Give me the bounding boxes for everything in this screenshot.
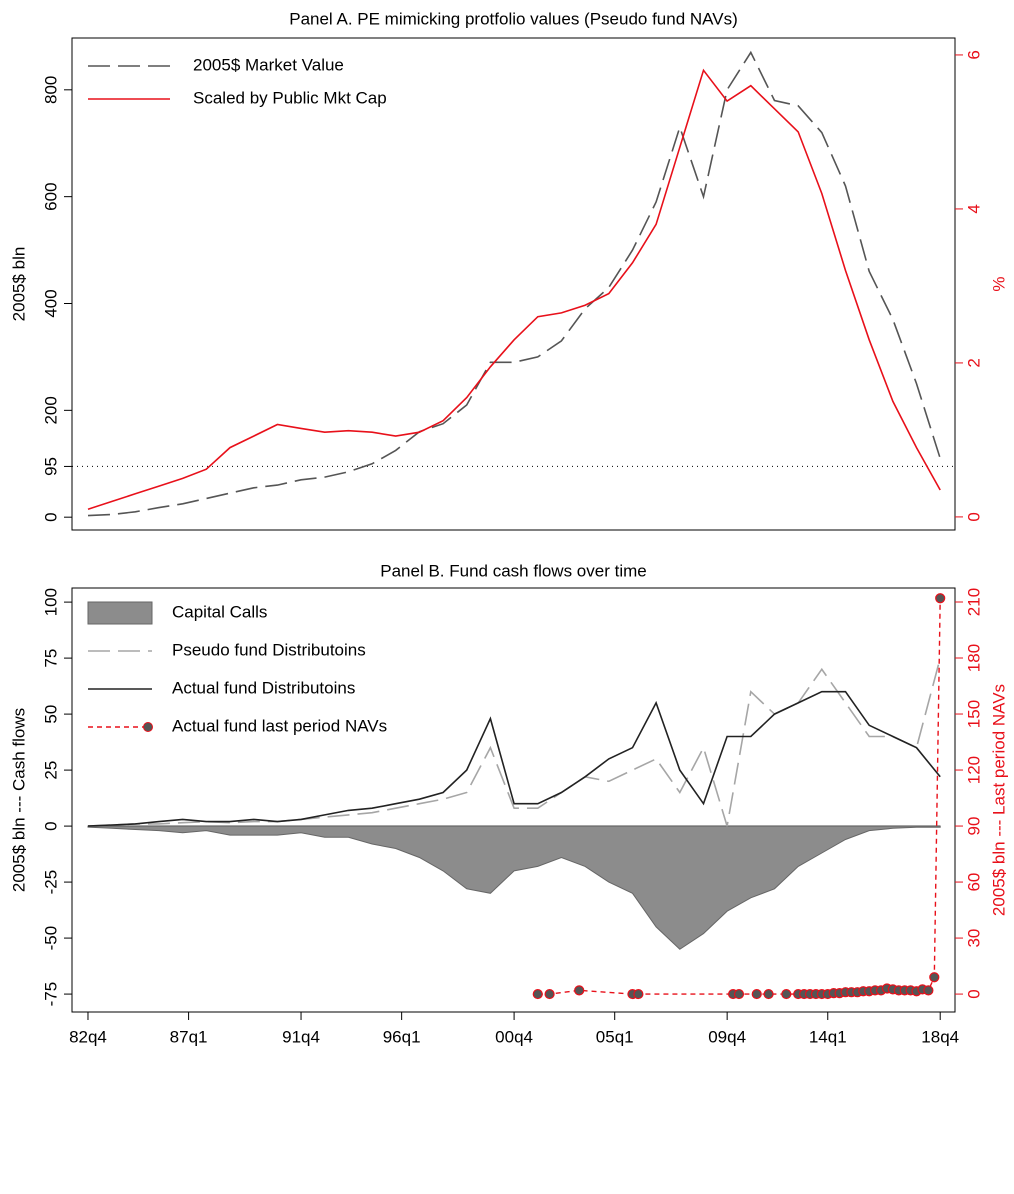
area bbox=[87, 825, 941, 950]
legend-label: Capital Calls bbox=[172, 602, 267, 621]
line bbox=[87, 68, 941, 510]
y-tick-label: 25 bbox=[41, 761, 60, 780]
y-tick-label: 0 bbox=[41, 512, 60, 521]
legend-swatch bbox=[87, 601, 153, 625]
y-axis-label: 2005$ bln --- Cash flows bbox=[9, 708, 28, 892]
x-tick-label: 96q1 bbox=[383, 1027, 421, 1046]
line bbox=[87, 690, 941, 827]
plot-frame bbox=[71, 37, 956, 531]
y2-tick-label: 150 bbox=[964, 700, 983, 728]
legend-swatch bbox=[143, 722, 153, 732]
point bbox=[923, 985, 934, 996]
y2-tick-label: 210 bbox=[964, 588, 983, 616]
y-tick-label: 400 bbox=[41, 289, 60, 317]
x-tick-label: 14q1 bbox=[809, 1027, 847, 1046]
x-tick-label: 09q4 bbox=[708, 1027, 746, 1046]
point bbox=[935, 593, 946, 604]
legend-label: Scaled by Public Mkt Cap bbox=[193, 88, 387, 107]
legend-label: 2005$ Market Value bbox=[193, 55, 344, 74]
y-tick-label: 0 bbox=[41, 821, 60, 830]
y-tick-label: -75 bbox=[41, 982, 60, 1007]
y2-tick-label: 2 bbox=[964, 358, 983, 367]
legend-label: Actual fund Distributoins bbox=[172, 678, 355, 697]
y-tick-label: 75 bbox=[41, 649, 60, 668]
point bbox=[544, 988, 555, 1000]
chart-title: Panel A. PE mimicking protfolio values (… bbox=[289, 9, 738, 28]
y2-tick-label: 0 bbox=[964, 989, 983, 998]
y-tick-label: 100 bbox=[41, 588, 60, 616]
y-tick-label: 200 bbox=[41, 396, 60, 424]
point bbox=[781, 988, 792, 1000]
y-tick-label: 800 bbox=[41, 76, 60, 104]
y2-axis-label: 2005$ bln --- Last period NAVs bbox=[989, 684, 1008, 916]
y2-tick-label: 4 bbox=[964, 204, 983, 213]
y-axis-label: 2005$ bln bbox=[9, 247, 28, 322]
line bbox=[87, 50, 941, 517]
x-tick-label: 00q4 bbox=[495, 1027, 533, 1046]
y-tick-label: 50 bbox=[41, 705, 60, 724]
x-tick-label: 87q1 bbox=[170, 1027, 208, 1046]
connector-line bbox=[537, 598, 941, 995]
y2-tick-label: 30 bbox=[964, 929, 983, 948]
point bbox=[574, 985, 585, 996]
y2-tick-label: 120 bbox=[964, 756, 983, 784]
point bbox=[929, 972, 940, 983]
plot-frame bbox=[71, 587, 956, 1013]
x-tick-label: 82q4 bbox=[69, 1027, 107, 1046]
x-tick-label: 91q4 bbox=[282, 1027, 320, 1046]
point bbox=[751, 988, 762, 1000]
point bbox=[532, 988, 543, 1000]
point bbox=[633, 988, 644, 1000]
x-tick-label: 18q4 bbox=[921, 1027, 959, 1046]
point bbox=[733, 988, 745, 1000]
y2-tick-label: 0 bbox=[964, 512, 983, 521]
legend-label: Actual fund last period NAVs bbox=[172, 716, 387, 735]
y-tick-label: 600 bbox=[41, 182, 60, 210]
point bbox=[763, 988, 774, 1000]
y2-tick-label: 6 bbox=[964, 50, 983, 59]
legend-label: Pseudo fund Distributoins bbox=[172, 640, 366, 659]
y2-tick-label: 180 bbox=[964, 644, 983, 672]
y-tick-label: -25 bbox=[41, 870, 60, 895]
y2-tick-label: 90 bbox=[964, 817, 983, 836]
y2-tick-label: 60 bbox=[964, 873, 983, 892]
y-tick-label: 95 bbox=[41, 457, 60, 476]
chart-title: Panel B. Fund cash flows over time bbox=[380, 561, 646, 580]
y2-axis-label: % bbox=[989, 276, 1008, 291]
x-tick-label: 05q1 bbox=[596, 1027, 634, 1046]
y-tick-label: -50 bbox=[41, 926, 60, 951]
